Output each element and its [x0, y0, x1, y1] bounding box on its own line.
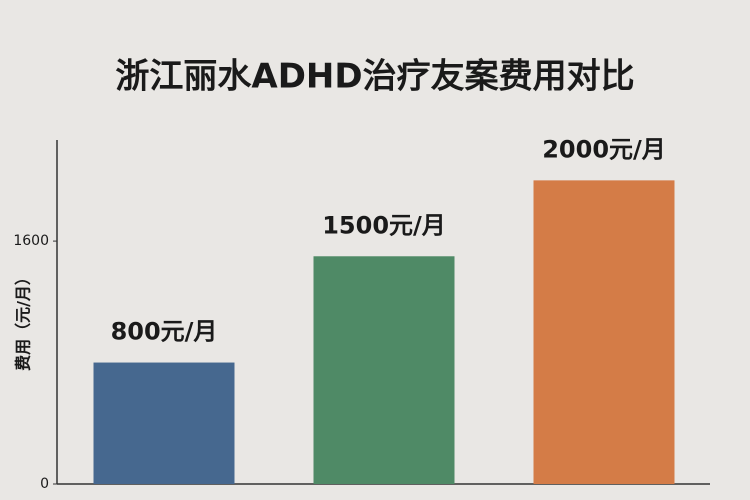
- chart-title: 浙江丽水ADHD治疗友案费用对比: [115, 57, 634, 97]
- bar: [313, 256, 455, 484]
- y-tick-label: 1600: [13, 233, 49, 249]
- y-tick-label: 0: [40, 476, 49, 492]
- y-axis-label: 费用（元/月）: [14, 269, 33, 371]
- value-label: 800元/月: [111, 318, 218, 346]
- value-label: 2000元/月: [542, 135, 666, 163]
- bar: [93, 362, 235, 484]
- value-label: 1500元/月: [322, 211, 446, 239]
- bar: [533, 180, 675, 484]
